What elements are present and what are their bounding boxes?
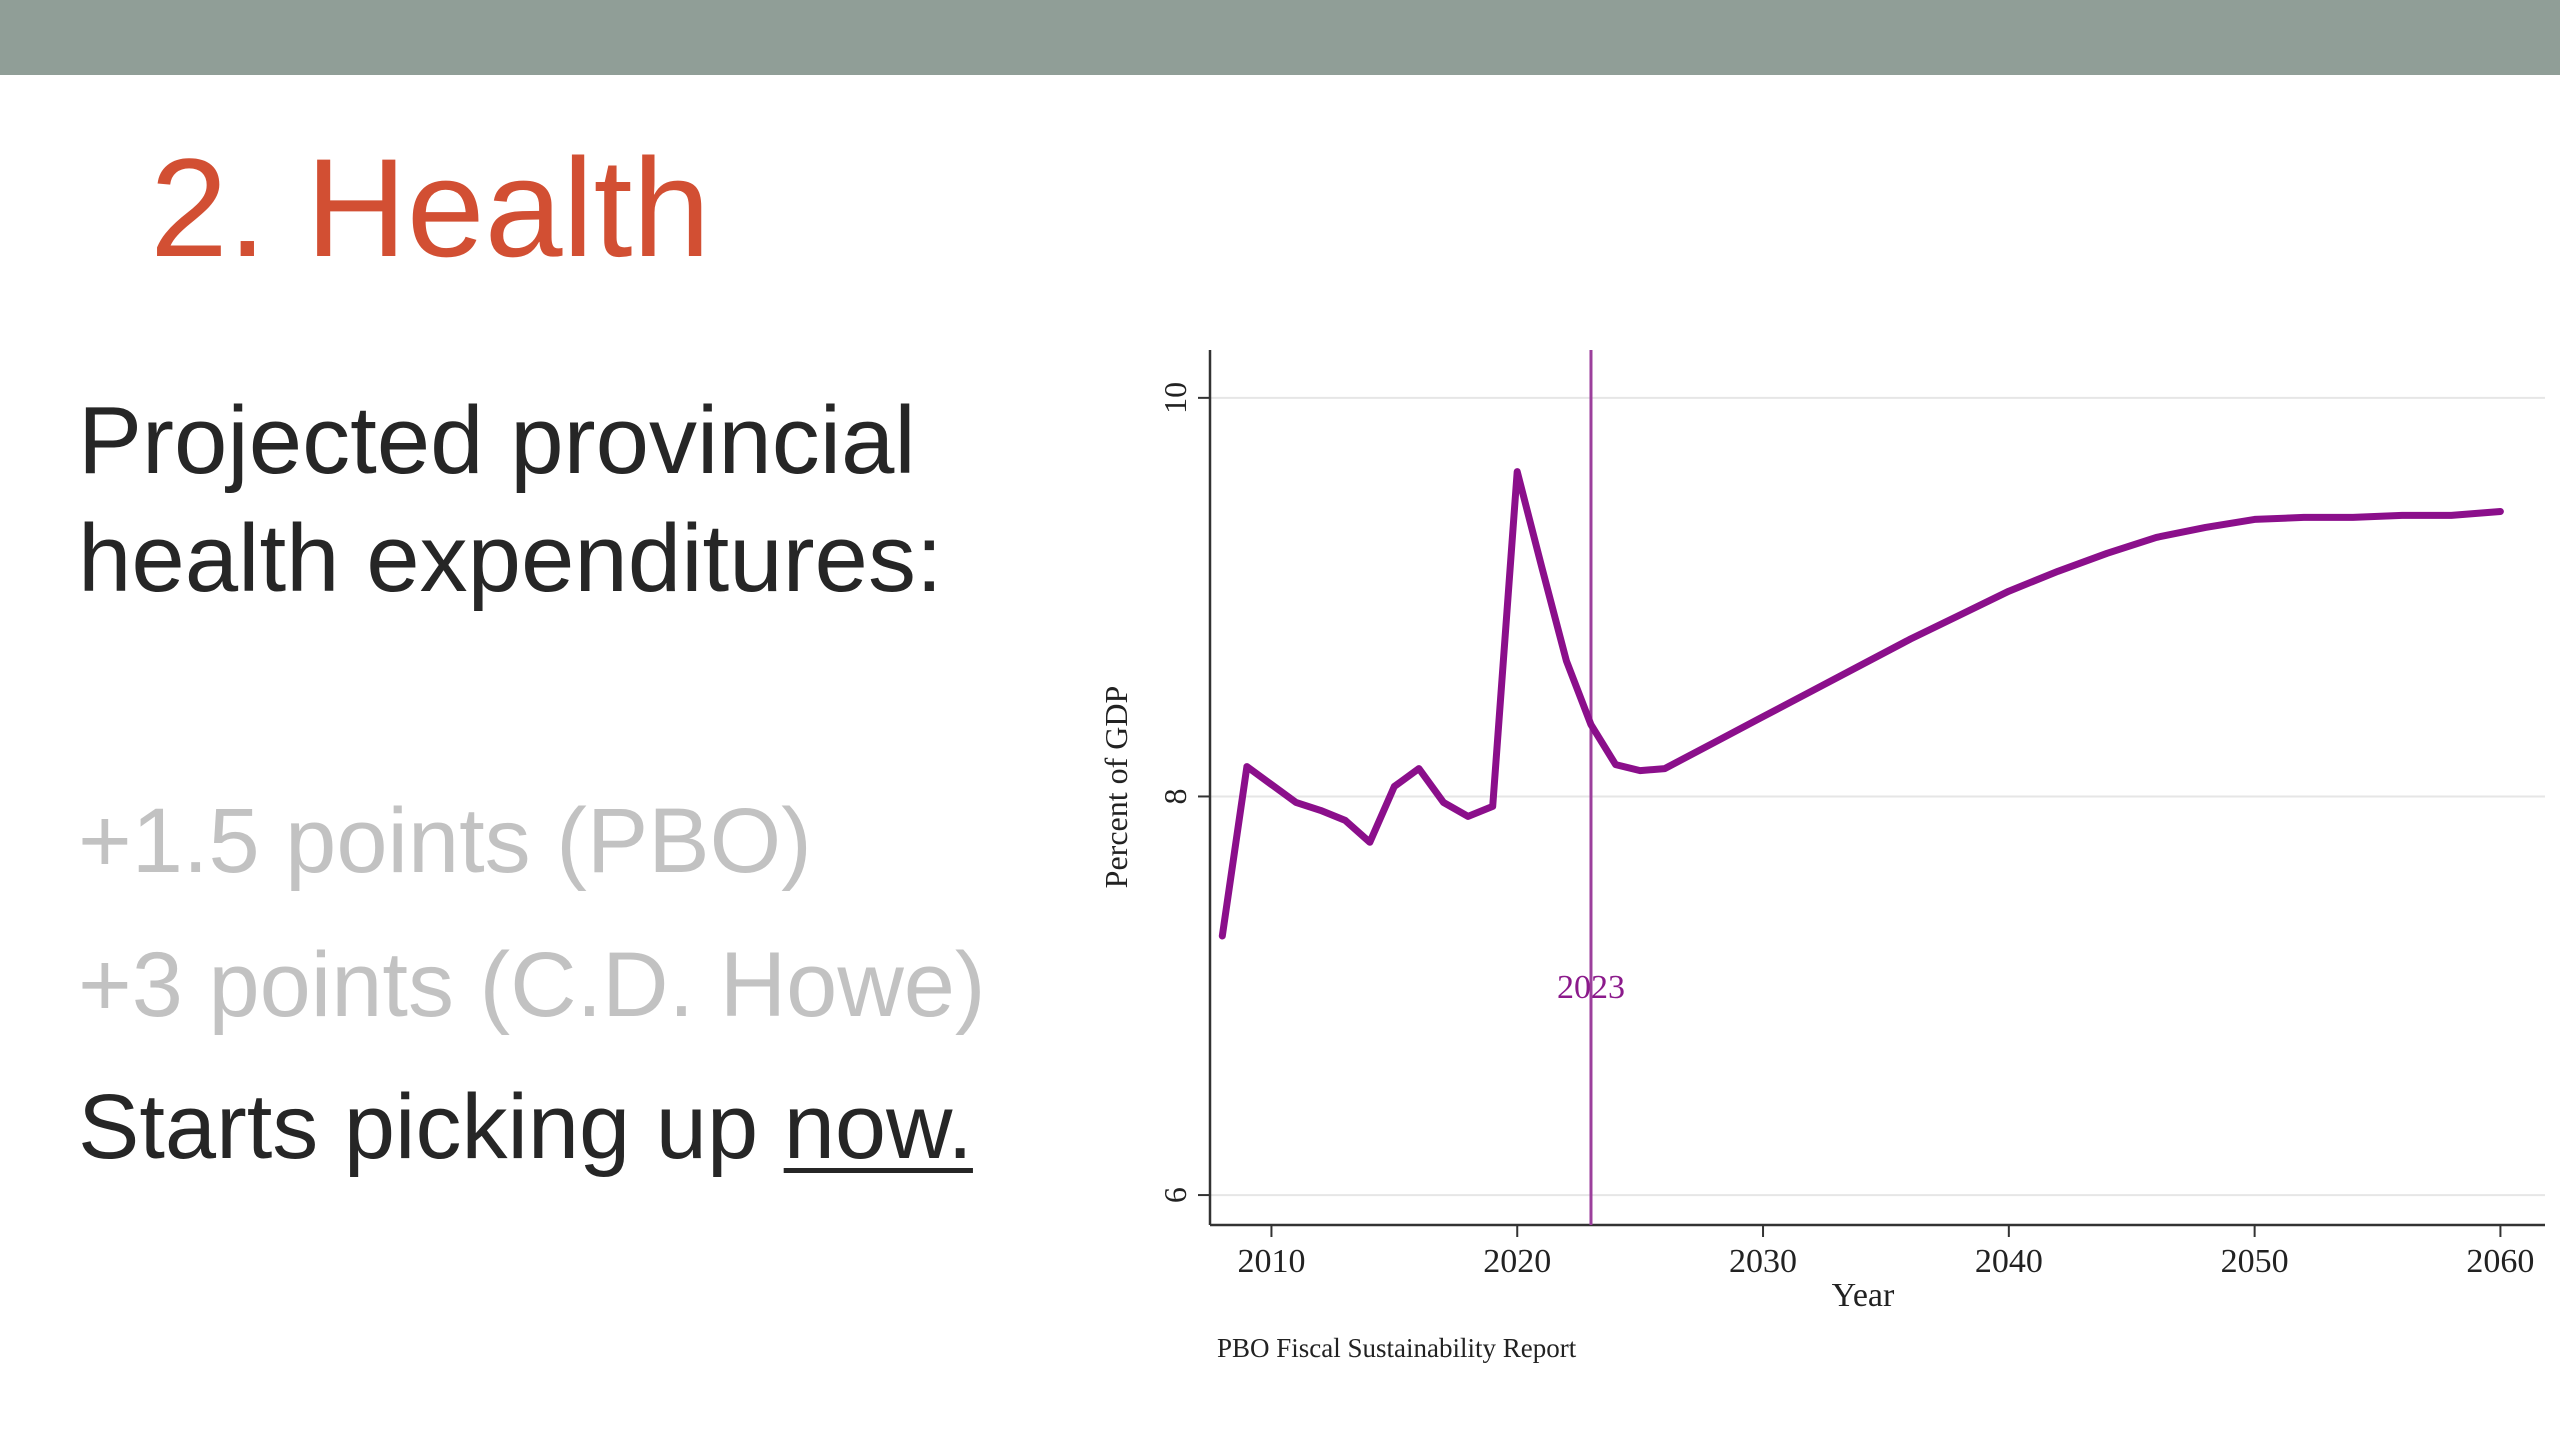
data-point-2021 — [1541, 567, 1542, 568]
source-note: PBO Fiscal Sustainability Report — [1217, 1333, 1577, 1363]
data-point-2058 — [2451, 515, 2452, 516]
annotation-label-2023: 2023 — [1557, 969, 1625, 1006]
data-point-2016 — [1418, 768, 1419, 769]
data-point-2026 — [1664, 768, 1665, 769]
health-expenditure-chart: 6 8 10 2010 2020 2030 2040 2050 2060 2023 Year P… — [1098, 350, 2545, 1363]
data-point-2038 — [1959, 615, 1960, 616]
data-point-2013 — [1345, 820, 1346, 821]
series-layer — [1218, 468, 2504, 940]
x-tick-label-2020: 2020 — [1483, 1243, 1551, 1280]
data-point-2040 — [2008, 591, 2009, 592]
data-point-2054 — [2352, 517, 2353, 518]
data-point-2042 — [2057, 571, 2058, 572]
data-point-2023 — [1590, 724, 1591, 725]
data-point-2050 — [2254, 519, 2255, 520]
body-line-health-expenditures: health expenditures: — [78, 505, 943, 612]
data-point-2015 — [1394, 786, 1395, 787]
x-tick-label-2040: 2040 — [1975, 1243, 2043, 1280]
x-tick-label-2030: 2030 — [1729, 1243, 1797, 1280]
x-tick-label-2060: 2060 — [2466, 1243, 2534, 1280]
starts-prefix: Starts picking up — [78, 1076, 784, 1178]
body-line-starts-now: Starts picking up now. — [78, 1068, 1078, 1186]
data-point-2017 — [1443, 802, 1444, 803]
data-point-2010 — [1271, 784, 1272, 785]
y-tick-label-8: 8 — [1157, 788, 1193, 804]
data-point-2044 — [2107, 553, 2108, 554]
data-point-2018 — [1468, 816, 1469, 817]
data-point-2060 — [2500, 511, 2501, 512]
data-point-2048 — [2205, 527, 2206, 528]
data-point-2028 — [1713, 742, 1714, 743]
x-tick-label-2010: 2010 — [1237, 1243, 1305, 1280]
data-point-2025 — [1640, 770, 1641, 771]
tick-labels: 6 8 10 2010 2020 2030 2040 2050 2060 — [1157, 382, 2534, 1280]
body-line-projected: Projected provincial — [78, 387, 916, 494]
data-point-2046 — [2156, 537, 2157, 538]
data-point-2034 — [1861, 664, 1862, 665]
data-point-2019 — [1492, 806, 1493, 807]
top-bar — [0, 0, 2560, 75]
data-point-2008 — [1222, 935, 1223, 936]
data-point-2020 — [1517, 471, 1518, 472]
grid-lines — [1210, 396, 2545, 1197]
data-point-2024 — [1615, 764, 1616, 765]
x-tick-label-2050: 2050 — [2221, 1243, 2289, 1280]
slide-title: 2. Health — [150, 129, 711, 286]
y-tick-label-6: 6 — [1157, 1187, 1193, 1203]
data-point-2022 — [1566, 660, 1567, 661]
axes — [1198, 350, 2545, 1237]
x-axis-label: Year — [1832, 1277, 1895, 1314]
y-tick-label-10: 10 — [1157, 382, 1193, 414]
data-point-2030 — [1763, 716, 1764, 717]
series-line-0 — [1218, 468, 2504, 940]
data-point-2011 — [1296, 802, 1297, 803]
data-point-2052 — [2303, 517, 2304, 518]
body-line-cd-howe: +3 points (C.D. Howe) — [78, 934, 986, 1036]
data-point-2032 — [1812, 690, 1813, 691]
data-point-2036 — [1910, 639, 1911, 640]
data-point-2014 — [1369, 842, 1370, 843]
data-point-2056 — [2402, 515, 2403, 516]
data-point-2012 — [1320, 810, 1321, 811]
data-point-2009 — [1246, 766, 1247, 767]
now-underlined: now. — [783, 1076, 973, 1178]
y-axis-label: Percent of GDP — [1098, 686, 1134, 889]
body-line-pbo: +1.5 points (PBO) — [78, 790, 812, 892]
annotation-2023: 2023 — [1557, 350, 1625, 1225]
